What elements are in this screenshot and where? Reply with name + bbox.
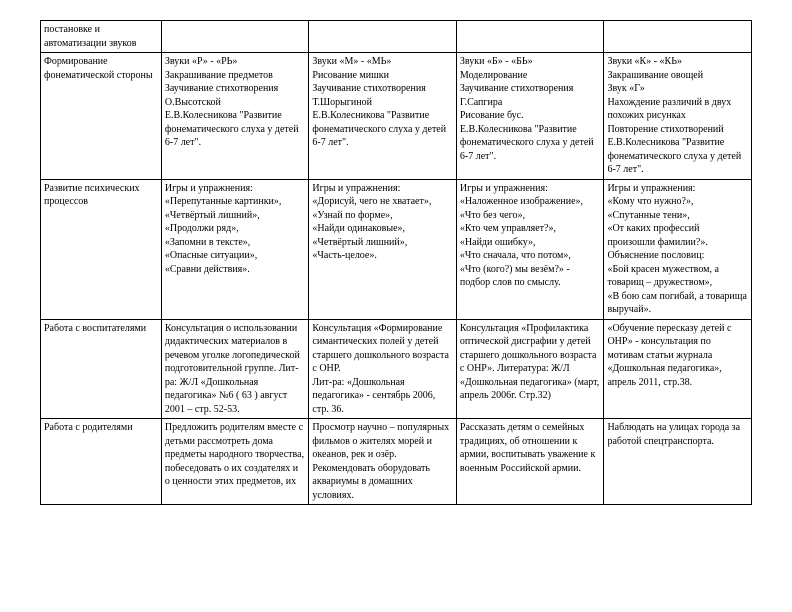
row-cell: Звуки «Б» - «БЬ»МоделированиеЗаучивание …	[456, 53, 604, 180]
row-label: постановке и автоматизации звуков	[41, 21, 162, 53]
row-cell: Звуки «М» - «МЬ»Рисование мишкиЗаучивани…	[309, 53, 457, 180]
row-cell	[161, 21, 309, 53]
row-cell: Консультация «Формирование симантических…	[309, 319, 457, 419]
row-label: Формирование фонематической стороны	[41, 53, 162, 180]
row-cell: Предложить родителям вместе с детьми рас…	[161, 419, 309, 505]
table-row: Развитие психических процессовИгры и упр…	[41, 179, 752, 319]
row-cell: Просмотр научно – популярных фильмов о ж…	[309, 419, 457, 505]
row-cell: Игры и упражнения:«Кому что нужно?»,«Спу…	[604, 179, 752, 319]
table-row: Работа с воспитателямиКонсультация о исп…	[41, 319, 752, 419]
table-row: постановке и автоматизации звуков	[41, 21, 752, 53]
row-cell: Консультация «Профилактика оптической ди…	[456, 319, 604, 419]
row-cell	[309, 21, 457, 53]
table-row: Работа с родителямиПредложить родителям …	[41, 419, 752, 505]
row-cell: «Обучение пересказу детей с ОНР» - консу…	[604, 319, 752, 419]
row-cell: Игры и упражнения:«Дорисуй, чего не хват…	[309, 179, 457, 319]
row-cell: Консультация о использовании дидактическ…	[161, 319, 309, 419]
row-cell: Игры и упражнения:«Перепутанные картинки…	[161, 179, 309, 319]
row-cell: Рассказать детям о семейных традициях, о…	[456, 419, 604, 505]
row-cell: Звуки «Р» - «РЬ»Закрашивание предметовЗа…	[161, 53, 309, 180]
row-cell	[456, 21, 604, 53]
row-label: Работа с воспитателями	[41, 319, 162, 419]
row-cell: Наблюдать на улицах города за работой сп…	[604, 419, 752, 505]
row-label: Развитие психических процессов	[41, 179, 162, 319]
row-cell: Звуки «К» - «КЬ»Закрашивание овощейЗвук …	[604, 53, 752, 180]
row-cell: Игры и упражнения:«Наложенное изображени…	[456, 179, 604, 319]
row-label: Работа с родителями	[41, 419, 162, 505]
table-row: Формирование фонематической стороныЗвуки…	[41, 53, 752, 180]
row-cell	[604, 21, 752, 53]
curriculum-table: постановке и автоматизации звуковФормиро…	[40, 20, 752, 505]
